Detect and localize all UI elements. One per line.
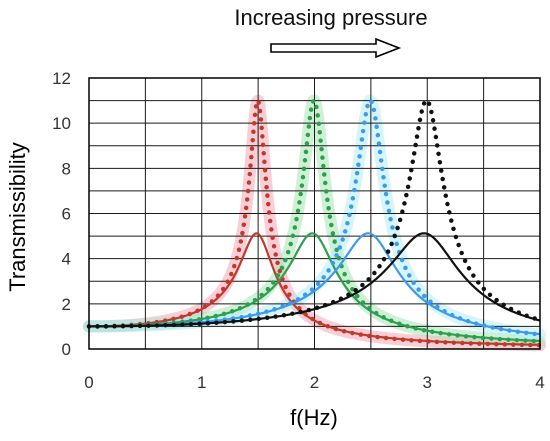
x-tick-label: 3 — [423, 373, 432, 392]
y-tick-label: 8 — [62, 159, 71, 178]
plot-frame — [88, 77, 541, 350]
series-layer — [86, 98, 543, 348]
y-axis-label: Transmissibility — [5, 142, 30, 292]
annotation-text: Increasing pressure — [234, 5, 427, 30]
x-tick-label: 4 — [535, 373, 544, 392]
x-tick-labels: 0 1 2 3 4 — [84, 373, 544, 392]
y-tick-label: 4 — [62, 250, 71, 269]
series-solid-line — [89, 232, 541, 346]
y-tick-label: 12 — [52, 69, 71, 88]
x-tick-label: 0 — [84, 373, 93, 392]
series-solid-line — [89, 232, 541, 328]
y-tick-label: 10 — [52, 114, 71, 133]
x-tick-label: 1 — [197, 373, 206, 392]
y-tick-label: 6 — [62, 205, 71, 224]
x-axis-label: f(Hz) — [290, 405, 338, 430]
x-tick-label: 2 — [310, 373, 319, 392]
y-tick-label: 0 — [62, 340, 71, 359]
annotation-arrow — [270, 37, 402, 59]
y-tick-label: 2 — [62, 295, 71, 314]
y-tick-labels: 0 2 4 6 8 10 12 — [52, 69, 71, 359]
